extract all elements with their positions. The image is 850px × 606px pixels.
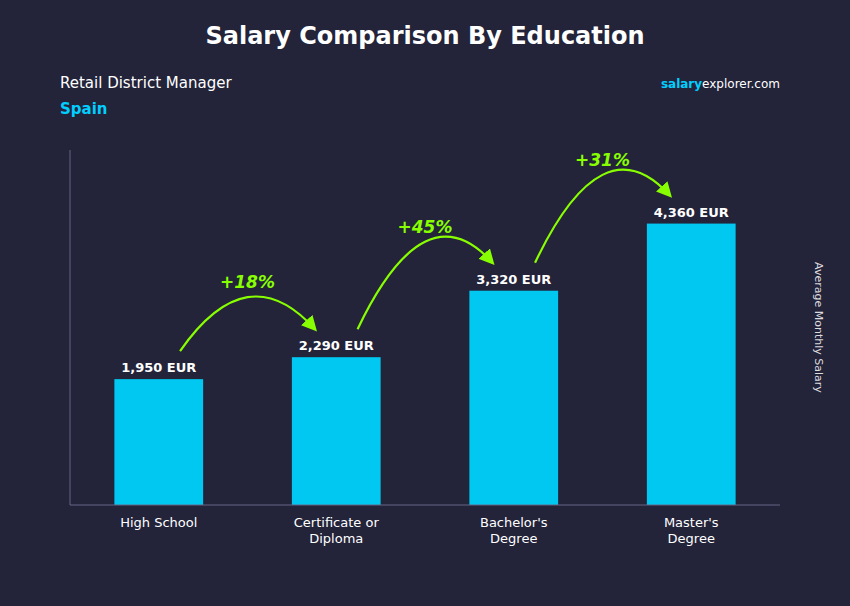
chart-container: Salary Comparison By Education Retail Dis… (0, 0, 850, 606)
x-tick-label: Master'sDegree (664, 515, 719, 546)
bar (114, 379, 203, 505)
x-tick-label: High School (120, 515, 197, 530)
change-arrow (180, 296, 315, 351)
change-label: +31% (575, 150, 630, 170)
bar (469, 291, 558, 505)
x-tick-label-line: Degree (490, 531, 537, 546)
chart: Salary Comparison By Education Retail Dis… (0, 0, 850, 606)
title: Salary Comparison By Education (205, 22, 644, 50)
source-part: explorer.com (702, 77, 780, 91)
country: Spain (60, 100, 107, 118)
change-label: +45% (398, 217, 453, 237)
y-axis-label: Average Monthly Salary (812, 262, 825, 393)
y-axis-line (70, 150, 71, 505)
background (0, 0, 850, 606)
x-axis-line (70, 505, 780, 506)
x-tick-label-line: Degree (668, 531, 715, 546)
x-tick-label-line: Diploma (309, 531, 363, 546)
data-label: 3,320 EUR (476, 272, 551, 287)
bar (647, 224, 736, 505)
x-tick-label-line: Bachelor's (480, 515, 548, 530)
x-tick-label-line: Master's (664, 515, 719, 530)
source: salaryexplorer.com (661, 77, 780, 91)
source-part: salary (661, 77, 702, 91)
x-tick-label-line: Certificate or (294, 515, 380, 530)
bar (292, 357, 381, 505)
data-label: 4,360 EUR (654, 205, 729, 220)
change-arrow (535, 170, 670, 263)
x-tick-label: Bachelor'sDegree (480, 515, 548, 546)
change-label: +18% (220, 272, 275, 292)
data-label: 1,950 EUR (121, 360, 196, 375)
x-tick-label-line: High School (120, 515, 197, 530)
data-label: 2,290 EUR (299, 338, 374, 353)
bars (114, 224, 735, 505)
change-arrow (358, 237, 493, 329)
x-tick-label: Certificate orDiploma (294, 515, 380, 546)
subtitle: Retail District Manager (60, 74, 232, 92)
